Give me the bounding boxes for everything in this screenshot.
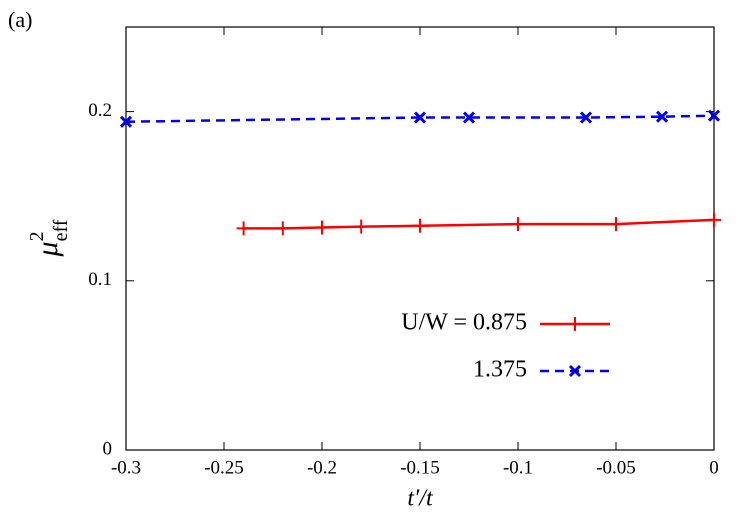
series-line	[125, 114, 715, 124]
series-line	[243, 218, 715, 230]
marker	[707, 212, 721, 227]
marker	[236, 221, 251, 236]
y-axis-label: μ2 eff	[26, 219, 72, 257]
x-tick-label: -0.2	[307, 457, 337, 478]
legend-label: 1.375	[473, 357, 527, 383]
x-tick-label: -0.25	[204, 457, 244, 478]
marker	[568, 317, 582, 331]
marker	[275, 221, 290, 236]
marker	[413, 218, 427, 233]
marker	[579, 111, 593, 124]
y-tick-label: 0.2	[88, 100, 112, 121]
legend-label: U/W = 0.875	[401, 310, 527, 336]
y-tick-label: 0.1	[88, 269, 112, 290]
y-label-sup: 2	[26, 231, 48, 241]
marker	[354, 219, 369, 234]
annotation: (a)	[8, 7, 32, 32]
y-tick-label: 0	[103, 438, 113, 459]
y-label-sub: eff	[50, 219, 72, 241]
x-tick-label: -0.15	[400, 457, 440, 478]
marker	[609, 217, 623, 232]
marker	[119, 115, 133, 128]
plot-frame	[125, 26, 715, 451]
x-tick-label: -0.05	[596, 457, 636, 478]
marker	[707, 109, 721, 122]
y-label-base: μ	[31, 241, 64, 257]
x-axis-label: t′/t	[407, 486, 434, 512]
marker	[511, 217, 525, 232]
marker	[568, 364, 582, 378]
marker	[413, 111, 427, 124]
marker	[315, 220, 329, 235]
x-tick-label: -0.1	[503, 457, 533, 478]
x-tick-label: 0	[709, 457, 719, 478]
marker	[655, 110, 669, 123]
x-tick-label: -0.3	[111, 457, 141, 478]
marker	[462, 111, 476, 124]
